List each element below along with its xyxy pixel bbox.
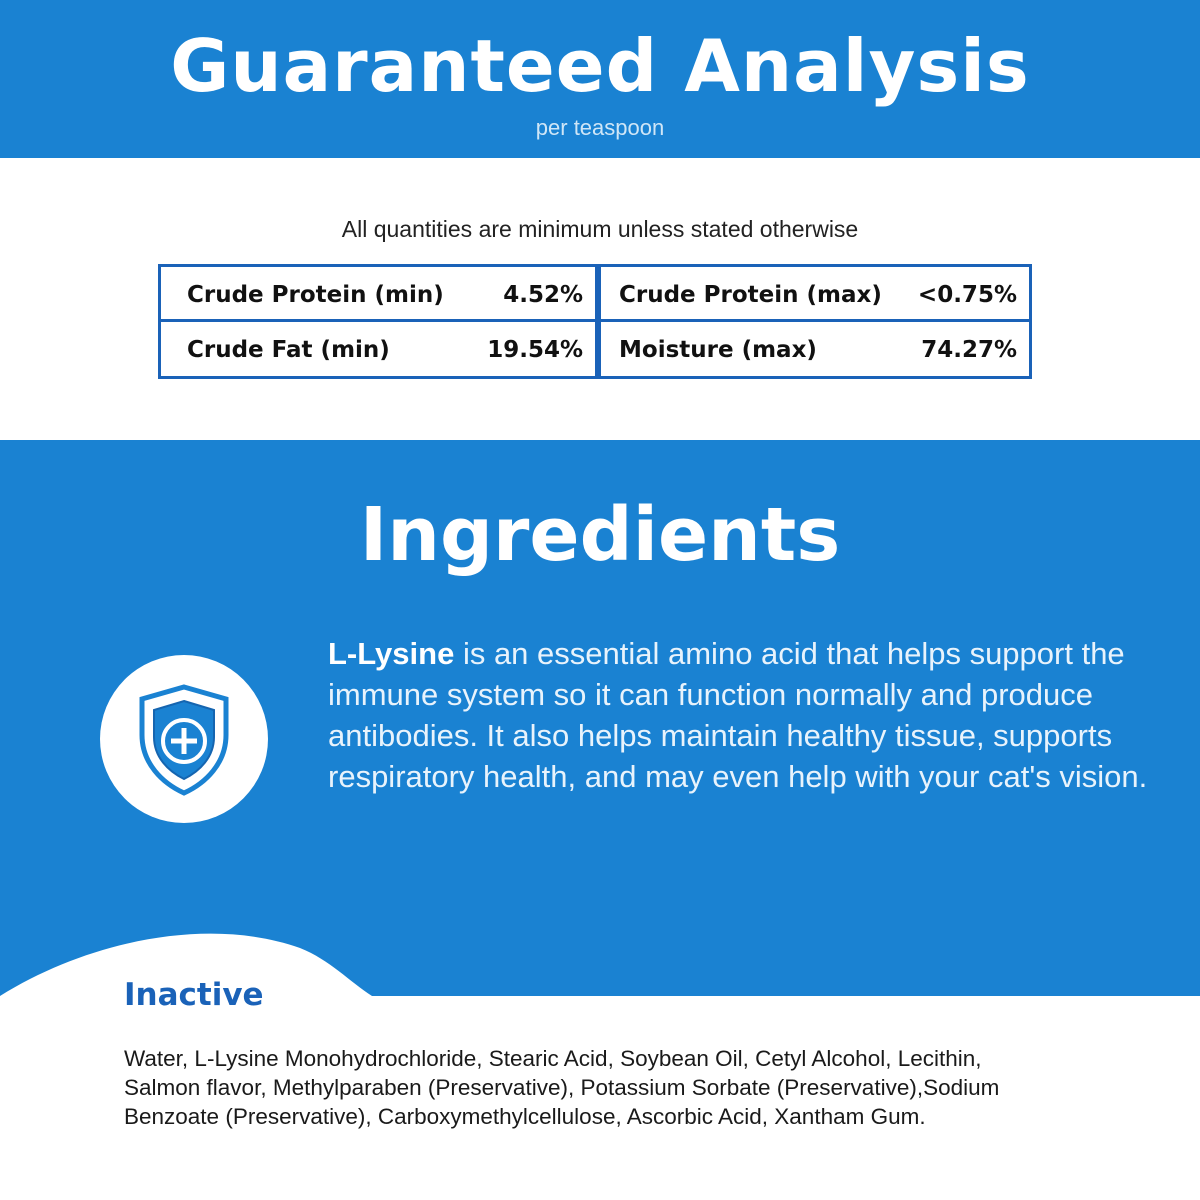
curve-divider — [0, 933, 1200, 1010]
analysis-table: Crude Protein (min) 4.52% Crude Protein … — [158, 264, 1032, 379]
table-horizontal-divider — [161, 319, 1029, 322]
guaranteed-analysis-subtitle: per teaspoon — [535, 115, 665, 140]
ingredients-description: L-Lysine is an essential amino acid that… — [328, 633, 1168, 797]
header-banner — [0, 0, 1200, 158]
l-lysine-highlight: L-Lysine — [328, 636, 455, 671]
analysis-value: <0.75% — [917, 282, 1017, 308]
inactive-panel — [0, 996, 1200, 1200]
analysis-label: Crude Fat (min) — [187, 337, 390, 363]
guaranteed-analysis-title: Guaranteed Analysis — [170, 24, 1030, 108]
inactive-ingredients-text: Water, L-Lysine Monohydrochloride, Stear… — [124, 1046, 1000, 1129]
analysis-value: 74.27% — [921, 337, 1017, 363]
analysis-label: Moisture (max) — [619, 337, 817, 363]
ingredients-title: Ingredients — [359, 492, 841, 578]
shield-plus-icon — [139, 684, 229, 796]
analysis-value: 4.52% — [503, 282, 583, 308]
analysis-label: Crude Protein (max) — [619, 282, 882, 308]
analysis-label: Crude Protein (min) — [187, 282, 444, 308]
analysis-value: 19.54% — [487, 337, 583, 363]
shield-badge — [100, 655, 268, 823]
analysis-note: All quantities are minimum unless stated… — [341, 216, 859, 242]
inactive-title: Inactive — [124, 977, 264, 1013]
ingredients-description-text: is an essential amino acid that helps su… — [328, 636, 1148, 794]
